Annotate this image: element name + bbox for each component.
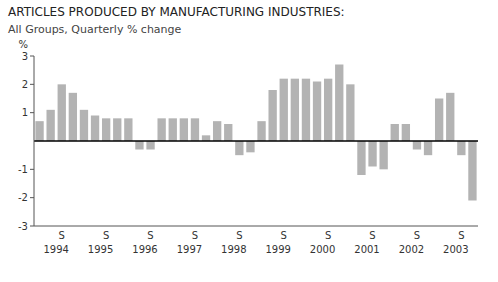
y-tick xyxy=(30,169,34,170)
x-tick-label: S xyxy=(369,230,375,241)
bar xyxy=(257,121,265,141)
bar xyxy=(379,141,387,169)
zero-line xyxy=(34,140,478,142)
x-tick-label: S xyxy=(281,230,287,241)
group-label: 1997 xyxy=(177,244,202,255)
bar xyxy=(80,110,88,141)
x-tick-label: S xyxy=(147,230,153,241)
bar xyxy=(313,82,321,142)
y-tick-label: -2 xyxy=(18,192,28,203)
bar xyxy=(335,65,343,142)
group-label: 1999 xyxy=(265,244,290,255)
bar xyxy=(135,141,143,150)
bar xyxy=(446,93,454,141)
x-tick-label: S xyxy=(59,230,65,241)
bar xyxy=(280,79,288,141)
group-label: 2002 xyxy=(399,244,424,255)
y-tick xyxy=(30,84,34,85)
bar xyxy=(91,116,99,142)
y-tick-label: -1 xyxy=(18,164,28,175)
bar xyxy=(157,118,165,141)
bar xyxy=(302,79,310,141)
y-tick-label: -3 xyxy=(18,221,28,232)
bar xyxy=(268,90,276,141)
y-tick-label: 2 xyxy=(22,79,28,90)
bar xyxy=(146,141,154,150)
bar xyxy=(435,99,443,142)
x-axis xyxy=(34,226,478,227)
y-tick xyxy=(30,197,34,198)
subtitle: All Groups, Quarterly % change xyxy=(8,23,182,36)
group-label: 2003 xyxy=(443,244,468,255)
bar xyxy=(113,118,121,141)
y-tick-label: 1 xyxy=(22,107,28,118)
bar xyxy=(235,141,243,155)
y-tick-label: 3 xyxy=(22,51,28,62)
bar xyxy=(69,93,77,141)
group-label: 1996 xyxy=(132,244,157,255)
x-tick-label: S xyxy=(325,230,331,241)
y-tick xyxy=(30,56,34,57)
bar xyxy=(169,118,177,141)
bar xyxy=(58,84,66,141)
bar xyxy=(346,84,354,141)
x-tick-label: S xyxy=(103,230,109,241)
x-tick-label: S xyxy=(414,230,420,241)
x-tick-label: S xyxy=(458,230,464,241)
bar xyxy=(324,79,332,141)
y-axis xyxy=(34,56,35,226)
bar xyxy=(124,118,132,141)
x-tick-label: S xyxy=(192,230,198,241)
bar xyxy=(202,135,210,141)
group-label: 1998 xyxy=(221,244,246,255)
group-label: 1995 xyxy=(88,244,113,255)
bar xyxy=(246,141,254,152)
bar xyxy=(35,121,43,141)
bar xyxy=(46,110,54,141)
x-tick-label: S xyxy=(236,230,242,241)
bar xyxy=(102,118,110,141)
bars xyxy=(35,65,476,201)
bar xyxy=(468,141,476,201)
title: ARTICLES PRODUCED BY MANUFACTURING INDUS… xyxy=(8,5,345,19)
chart: ARTICLES PRODUCED BY MANUFACTURING INDUS… xyxy=(0,0,498,282)
bar xyxy=(368,141,376,167)
bar xyxy=(224,124,232,141)
bar xyxy=(213,121,221,141)
y-tick xyxy=(30,112,34,113)
bar xyxy=(291,79,299,141)
bar xyxy=(191,118,199,141)
bar xyxy=(357,141,365,175)
bar xyxy=(180,118,188,141)
group-label: 2000 xyxy=(310,244,335,255)
bar xyxy=(391,124,399,141)
group-label: 1994 xyxy=(43,244,68,255)
y-axis-label: % xyxy=(18,39,28,50)
y-tick xyxy=(30,226,34,227)
group-label: 2001 xyxy=(354,244,379,255)
bar xyxy=(402,124,410,141)
bar xyxy=(413,141,421,150)
bar xyxy=(457,141,465,155)
bar xyxy=(424,141,432,155)
